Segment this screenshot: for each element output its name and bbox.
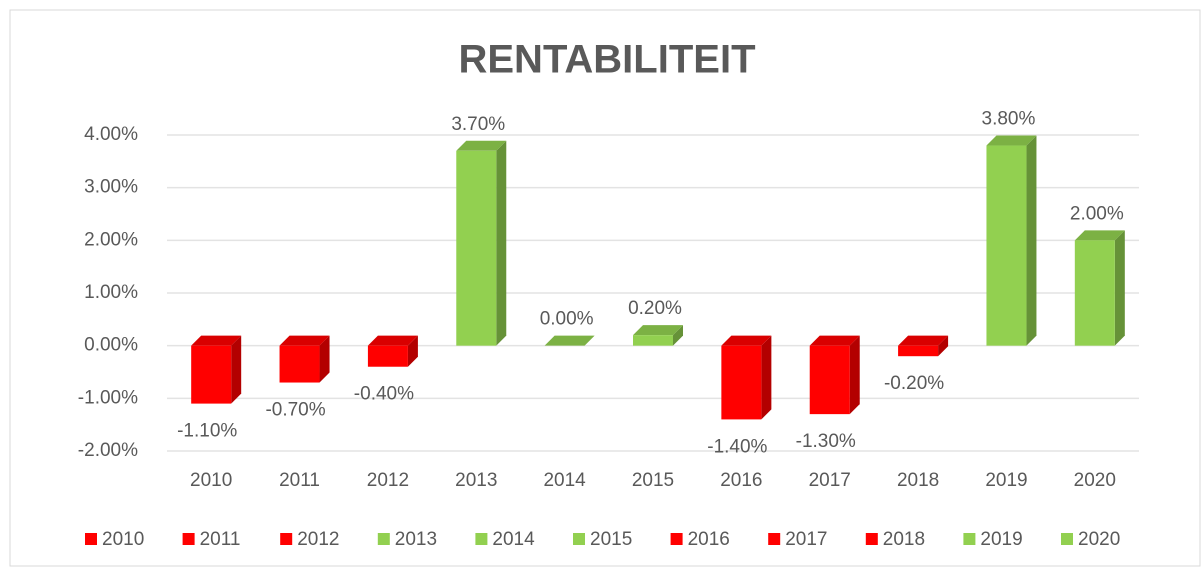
bar-top [191, 335, 242, 346]
legend-swatch [377, 533, 390, 545]
x-tick-label: 2013 [455, 470, 497, 491]
y-tick-label: 2.00% [84, 229, 138, 250]
legend-label: 2012 [297, 529, 339, 550]
legend-label: 2019 [980, 529, 1022, 550]
data-label: 2.00% [1070, 203, 1124, 224]
bar [721, 335, 772, 420]
x-tick-label: 2012 [367, 470, 409, 491]
bar-side [496, 140, 507, 346]
bar-side [1026, 135, 1037, 346]
data-label: -1.40% [707, 436, 767, 457]
bar-top [367, 335, 418, 346]
bar-top [721, 335, 772, 346]
data-label: -1.10% [177, 421, 237, 442]
legend-swatch [768, 533, 781, 545]
legend-label: 2014 [492, 529, 535, 550]
bar [633, 325, 683, 346]
legend-label: 2018 [883, 529, 925, 550]
bar-side [319, 335, 330, 383]
legend-label: 2010 [102, 529, 144, 550]
y-tick-label: -1.00% [78, 387, 138, 408]
legend-swatch [475, 533, 488, 545]
bar-front [986, 145, 1027, 346]
bar [809, 335, 860, 415]
bar [367, 335, 418, 367]
x-tick-label: 2015 [632, 470, 674, 491]
legend-swatch [85, 533, 97, 545]
bar [456, 140, 507, 346]
legend-label: 2013 [395, 529, 437, 550]
bar [544, 335, 595, 346]
x-tick-label: 2020 [1074, 470, 1116, 491]
x-tick-label: 2010 [190, 470, 232, 491]
legend-swatch [573, 533, 585, 545]
bar [279, 335, 330, 383]
bar-side [761, 335, 772, 420]
bar-top [544, 335, 595, 346]
bar-side [938, 335, 949, 357]
legend-swatch [182, 533, 195, 545]
y-tick-label: 4.00% [84, 124, 138, 145]
data-label: -0.20% [884, 373, 944, 394]
legend-label: 2020 [1078, 529, 1120, 550]
bar-top [986, 135, 1037, 146]
bar-side [1114, 230, 1125, 346]
bar-top [1074, 230, 1125, 241]
bar-front [633, 335, 673, 346]
y-tick-label: -2.00% [78, 440, 138, 461]
legend-swatch [280, 533, 293, 545]
x-tick-label: 2018 [897, 470, 939, 491]
y-tick-label: 3.00% [84, 177, 138, 198]
legend-swatch [865, 533, 878, 545]
bar-top [809, 335, 860, 346]
data-label: -0.70% [265, 400, 325, 421]
bar-front [1074, 240, 1115, 346]
bar-front [809, 345, 850, 415]
y-tick-label: 0.00% [84, 335, 138, 356]
bar-front [721, 345, 762, 420]
x-tick-label: 2016 [720, 470, 762, 491]
legend-swatch [1061, 533, 1073, 545]
x-tick-label: 2014 [543, 470, 586, 491]
x-tick-label: 2011 [279, 470, 320, 491]
bar [898, 335, 949, 357]
legend-label: 2017 [785, 529, 827, 550]
data-label: 0.00% [540, 309, 594, 330]
bar-top [456, 140, 507, 151]
bar-top [633, 325, 683, 336]
bar-side [849, 335, 860, 415]
legend-label: 2016 [688, 529, 730, 550]
legend-label: 2015 [590, 529, 632, 550]
bar [1074, 230, 1125, 346]
x-tick-label: 2017 [809, 470, 851, 491]
data-label: 3.80% [982, 109, 1036, 130]
bar [191, 335, 242, 404]
data-label: -0.40% [354, 384, 414, 405]
bar-front [279, 345, 320, 383]
legend-swatch [963, 533, 976, 545]
data-label: 0.20% [628, 298, 682, 319]
chart-title: RENTABILITEIT [458, 38, 755, 82]
bar-front [367, 345, 408, 367]
legend-label: 2011 [200, 529, 241, 550]
bar-front [191, 345, 232, 404]
bar-side [673, 325, 683, 346]
x-tick-label: 2019 [985, 470, 1027, 491]
data-label: -1.30% [796, 431, 856, 452]
bar-front [898, 345, 939, 357]
y-tick-label: 1.00% [84, 282, 138, 303]
data-label: 3.70% [451, 114, 505, 135]
bar-top [279, 335, 330, 346]
bar-front [456, 150, 497, 346]
legend-swatch [670, 533, 683, 545]
bar-top [898, 335, 949, 346]
bar [986, 135, 1037, 346]
bar-side [407, 335, 418, 367]
bar-side [231, 335, 242, 404]
